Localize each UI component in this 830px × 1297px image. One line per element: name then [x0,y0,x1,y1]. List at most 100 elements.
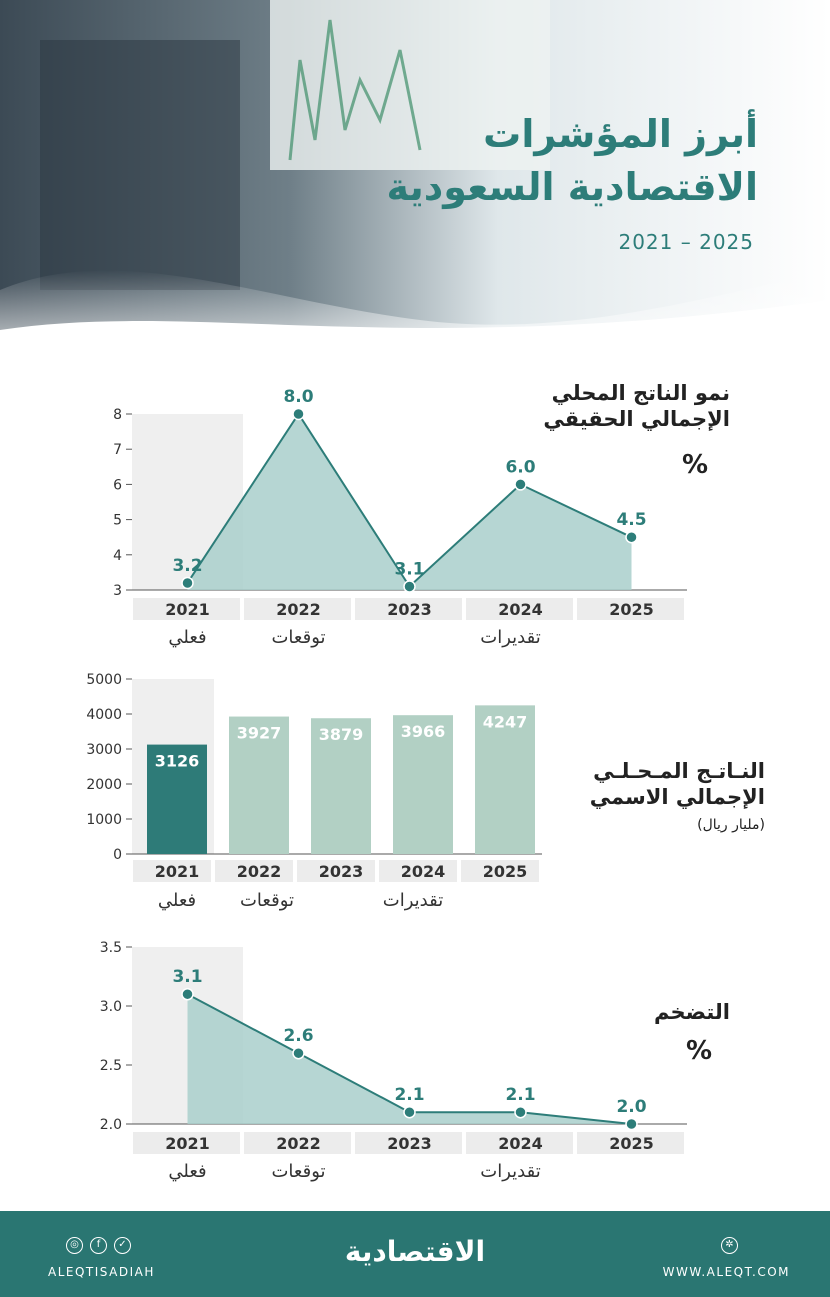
footer-site[interactable]: WWW.ALEQT.COM [662,1265,790,1279]
gdp-nominal-chart: 0 1000 2000 3000 4000 5000 3126 2021 3927 2022 387… [86,672,542,911]
x-tick-label: 2021 [165,1134,210,1153]
bar [393,715,453,854]
data-point [403,580,416,593]
category-cell [355,598,462,620]
gdp-nominal-label-line1: النـاتـج المـحـلـي [593,759,765,783]
bar-value-label: 3126 [155,752,200,771]
hero-background [0,0,830,380]
category-cell [466,598,573,620]
group-label: توقعات [240,890,294,911]
x-tick-label: 2022 [276,600,321,619]
series-area [187,994,632,1124]
category-cell [577,598,684,620]
category-cell [215,860,293,882]
y-tick-label: 8 [113,407,122,423]
bar [147,744,207,854]
bar [475,705,535,854]
category-cell [133,598,240,620]
group-label: توقعات [271,627,325,648]
gdp-nominal-label: النـاتـج المـحـلـي الإجمالي الاسمي [590,758,765,810]
data-label: 2.6 [283,1026,313,1046]
y-tick-label: 4000 [86,707,122,723]
footer: ◎ f ✓ ALEQTISADIAH الاقتصادية ✲ WWW.ALEQ… [0,1211,830,1297]
gdp-growth-unit: % [682,450,709,480]
category-cell [133,860,211,882]
data-label: 6.0 [505,457,535,477]
footer-handle[interactable]: ALEQTISADIAH [48,1265,155,1279]
x-tick-label: 2021 [165,600,210,619]
data-point [625,530,638,544]
x-tick-label: 2021 [155,862,200,881]
facebook-icon[interactable]: f [90,1237,107,1254]
bar [311,718,371,854]
inflation-label: التضخم [654,1000,730,1024]
x-tick-label: 2025 [609,600,654,619]
category-cell [379,860,457,882]
y-tick-label: 0 [113,847,122,863]
group-label: توقعات [271,1161,325,1182]
group-label: فعلي [168,627,206,648]
y-tick-label: 2000 [86,777,122,793]
data-point [514,1105,527,1119]
y-tick-label: 3000 [86,742,122,758]
category-cell [297,860,375,882]
y-tick-label: 5000 [86,672,122,688]
y-tick-label: 7 [113,442,122,458]
y-tick-label: 2.0 [100,1117,122,1133]
data-label: 3.1 [394,559,424,579]
twitter-icon[interactable]: ✓ [114,1237,131,1254]
group-label: تقديرات [480,1161,540,1182]
gdp-growth-label-line1: نمو الناتج المحلي [551,381,730,405]
x-tick-label: 2022 [237,862,282,881]
gdp-growth-chart: 3 4 5 6 7 8 3.2 8.0 3.1 6.0 4.5 2021 2022 2023 2024 202… [113,387,687,648]
x-tick-label: 2022 [276,1134,321,1153]
data-point [292,1046,305,1060]
y-tick-label: 4 [113,548,122,564]
data-label: 2.0 [616,1097,646,1117]
series-area [187,414,632,590]
category-cell [461,860,539,882]
category-cell [133,1132,240,1154]
footer-logo: الاقتصادية [344,1235,486,1268]
instagram-icon[interactable]: ◎ [66,1237,83,1254]
data-label: 3.1 [172,967,202,987]
data-point [625,1117,638,1131]
group-label: تقديرات [383,890,443,911]
data-point [403,1105,416,1119]
title-years: 2021 – 2025 [618,230,754,254]
gdp-growth-label: نمو الناتج المحلي الإجمالي الحقيقي [543,380,730,432]
group-label: فعلي [158,890,196,911]
x-tick-label: 2025 [609,1134,654,1153]
data-label: 2.1 [505,1085,535,1105]
y-tick-label: 5 [113,513,122,529]
x-tick-label: 2024 [498,600,543,619]
y-tick-label: 1000 [86,812,122,828]
bar-value-label: 3879 [319,725,364,744]
y-tick-label: 6 [113,477,122,493]
y-tick-label: 3.5 [100,940,122,956]
title-line-2: الاقتصادية السعودية [386,165,758,209]
x-tick-label: 2024 [498,1134,543,1153]
data-point [292,407,305,421]
web-icon[interactable]: ✲ [721,1237,738,1254]
y-tick-label: 3.0 [100,999,122,1015]
x-tick-label: 2024 [401,862,446,881]
data-label: 3.2 [172,556,202,576]
x-tick-label: 2023 [387,600,432,619]
bar-value-label: 4247 [483,712,528,731]
category-cell [577,1132,684,1154]
x-tick-label: 2023 [319,862,364,881]
data-point [181,987,194,1001]
inflation-unit: % [686,1036,713,1066]
data-label: 2.1 [394,1085,424,1105]
gdp-growth-label-line2: الإجمالي الحقيقي [543,407,730,431]
y-tick-label: 3 [113,583,122,599]
data-point [181,576,194,590]
gdp-nominal-label-line2: الإجمالي الاسمي [589,785,765,809]
category-cell [466,1132,573,1154]
data-label: 4.5 [616,510,646,530]
data-label: 8.0 [283,387,313,407]
group-label: تقديرات [480,627,540,648]
y-tick-label: 2.5 [100,1058,122,1074]
